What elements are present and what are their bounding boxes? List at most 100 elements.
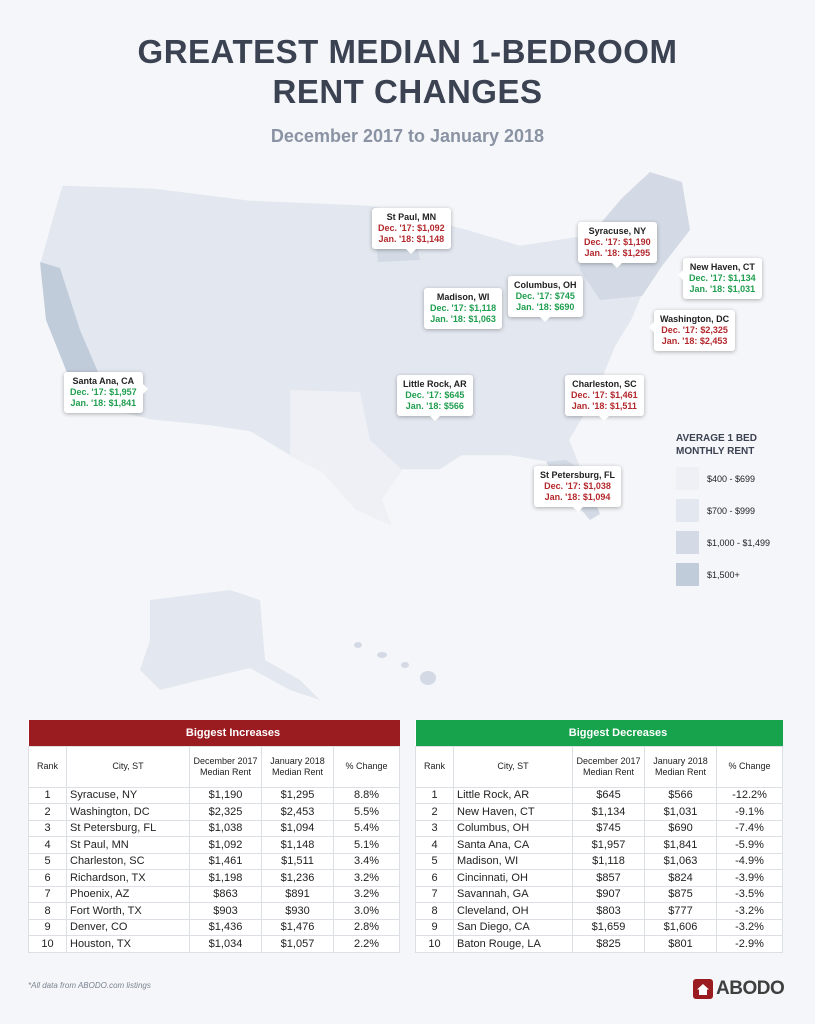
table-cell: 5.5% — [333, 803, 400, 821]
legend-swatch — [676, 531, 699, 554]
column-header: Rank — [28, 745, 67, 788]
alaska — [140, 590, 320, 700]
legend-label: $1,500+ — [707, 569, 740, 580]
table-cell: $690 — [644, 819, 717, 837]
legend-label: $1,000 - $1,499 — [707, 537, 771, 548]
table-cell: $1,476 — [261, 918, 334, 936]
table-cell: 2.8% — [333, 918, 400, 936]
table-cell: -7.4% — [716, 819, 783, 837]
table-cell: Columbus, OH — [453, 819, 573, 837]
callout-jan: Jan. '18: $690 — [516, 302, 575, 312]
table-cell: $1,063 — [644, 852, 717, 870]
table-cell: 7 — [415, 885, 454, 903]
table-cell: 5 — [415, 852, 454, 870]
table-cell: $863 — [189, 885, 262, 903]
footnote: *All data from ABODO.com listings — [28, 981, 151, 990]
table-cell: $1,436 — [189, 918, 262, 936]
callout-columbus: Columbus, OH Dec. '17: $745 Jan. '18: $6… — [508, 276, 583, 322]
table-cell: Syracuse, NY — [66, 786, 190, 804]
table-cell: -4.9% — [716, 852, 783, 870]
callout-dec: Dec. '17: $1,134 — [689, 273, 756, 283]
table-cell: 3 — [415, 819, 454, 837]
callout-jan: Jan. '18: $2,453 — [661, 336, 728, 346]
table-cell: $2,325 — [189, 803, 262, 821]
legend-title: AVERAGE 1 BED MONTHLY RENT — [676, 433, 757, 457]
table-cell: Houston, TX — [66, 935, 190, 953]
column-header: Rank — [415, 745, 454, 788]
callout-washington: Washington, DC Dec. '17: $2,325 Jan. '18… — [648, 310, 736, 351]
callout-city: Syracuse, NY — [588, 226, 647, 236]
callout-st-petersburg: St Petersburg, FL Dec. '17: $1,038 Jan. … — [534, 466, 622, 512]
table-cell: $875 — [644, 885, 717, 903]
table-row: 3 St Petersburg, FL $1,038 $1,094 5.4% — [28, 819, 400, 837]
table-cell: $1,031 — [644, 803, 717, 821]
table-cell: $1,094 — [261, 819, 334, 837]
callout-dec: Dec. '17: $2,325 — [661, 325, 728, 335]
legend-swatch — [676, 563, 699, 586]
table-row: 9 Denver, CO $1,436 $1,476 2.8% — [28, 918, 400, 936]
title-line-2: RENT CHANGES — [272, 73, 543, 110]
callout-jan: Jan. '18: $1,094 — [544, 492, 611, 502]
table-title: Biggest Decreases — [453, 720, 783, 746]
table-cell: $1,118 — [572, 852, 645, 870]
callout-st-paul: St Paul, MN Dec. '17: $1,092 Jan. '18: $… — [372, 208, 451, 254]
table-row: 10 Houston, TX $1,034 $1,057 2.2% — [28, 935, 400, 953]
house-icon — [693, 979, 713, 999]
column-header: January 2018 Median Rent — [261, 745, 334, 788]
table-cell: -9.1% — [716, 803, 783, 821]
callout-dec: Dec. '17: $1,118 — [430, 303, 497, 313]
table-cell: Washington, DC — [66, 803, 190, 821]
table-cell: $825 — [572, 935, 645, 953]
table-cell: 9 — [28, 918, 67, 936]
callout-jan: Jan. '18: $566 — [405, 401, 464, 411]
callout-jan: Jan. '18: $1,841 — [70, 398, 137, 408]
column-header: January 2018 Median Rent — [644, 745, 717, 788]
callout-madison: Madison, WI Dec. '17: $1,118 Jan. '18: $… — [424, 288, 503, 329]
table-cell: 3.2% — [333, 885, 400, 903]
callout-jan: Jan. '18: $1,031 — [689, 284, 756, 294]
texas-region — [290, 390, 402, 526]
callout-city: Charleston, SC — [572, 379, 637, 389]
table-row: 4 St Paul, MN $1,092 $1,148 5.1% — [28, 836, 400, 854]
logo-text: ABODO — [716, 978, 785, 999]
table-cell: Santa Ana, CA — [453, 836, 573, 854]
table-cell: Cincinnati, OH — [453, 869, 573, 887]
table-cell: -2.9% — [716, 935, 783, 953]
legend-label: $400 - $699 — [707, 473, 756, 484]
table-cell: Madison, WI — [453, 852, 573, 870]
table-cell: $824 — [644, 869, 717, 887]
table-cell: St Petersburg, FL — [66, 819, 190, 837]
callout-dec: Dec. '17: $1,092 — [378, 223, 445, 233]
us-map — [39, 171, 691, 700]
callout-jan: Jan. '18: $1,063 — [430, 314, 496, 324]
table-cell: $1,092 — [189, 836, 262, 854]
table-cell: 4 — [415, 836, 454, 854]
table-cell: $2,453 — [261, 803, 334, 821]
table-title-spacer — [28, 720, 67, 746]
callout-city: Santa Ana, CA — [72, 376, 135, 386]
table-title-row: Biggest Decreases — [415, 720, 783, 746]
table-cell: $1,606 — [644, 918, 717, 936]
table-row: 6 Richardson, TX $1,198 $1,236 3.2% — [28, 869, 400, 887]
table-cell: $1,659 — [572, 918, 645, 936]
table-row: 1 Syracuse, NY $1,190 $1,295 8.8% — [28, 786, 400, 804]
table-row: 6 Cincinnati, OH $857 $824 -3.9% — [415, 869, 783, 887]
table-cell: Denver, CO — [66, 918, 190, 936]
table-cell: Cleveland, OH — [453, 902, 573, 920]
table-cell: $903 — [189, 902, 262, 920]
table-cell: 5.1% — [333, 836, 400, 854]
callout-city: St Petersburg, FL — [540, 470, 616, 480]
column-header: % Change — [716, 745, 783, 788]
table-cell: $1,148 — [261, 836, 334, 854]
table-cell: 3.0% — [333, 902, 400, 920]
table-cell: 2.2% — [333, 935, 400, 953]
increases-table: Biggest Increases Rank City, ST December 20… — [28, 720, 400, 953]
callout-city: St Paul, MN — [386, 212, 437, 222]
callout-little-rock: Little Rock, AR Dec. '17: $645 Jan. '18:… — [397, 375, 473, 421]
hawaii — [354, 642, 436, 685]
table-row: 10 Baton Rouge, LA $825 $801 -2.9% — [415, 935, 783, 953]
table-cell: St Paul, MN — [66, 836, 190, 854]
callout-jan: Jan. '18: $1,148 — [378, 234, 445, 244]
title-line-1: GREATEST MEDIAN 1-BEDROOM — [137, 33, 678, 70]
table-cell: -3.2% — [716, 902, 783, 920]
